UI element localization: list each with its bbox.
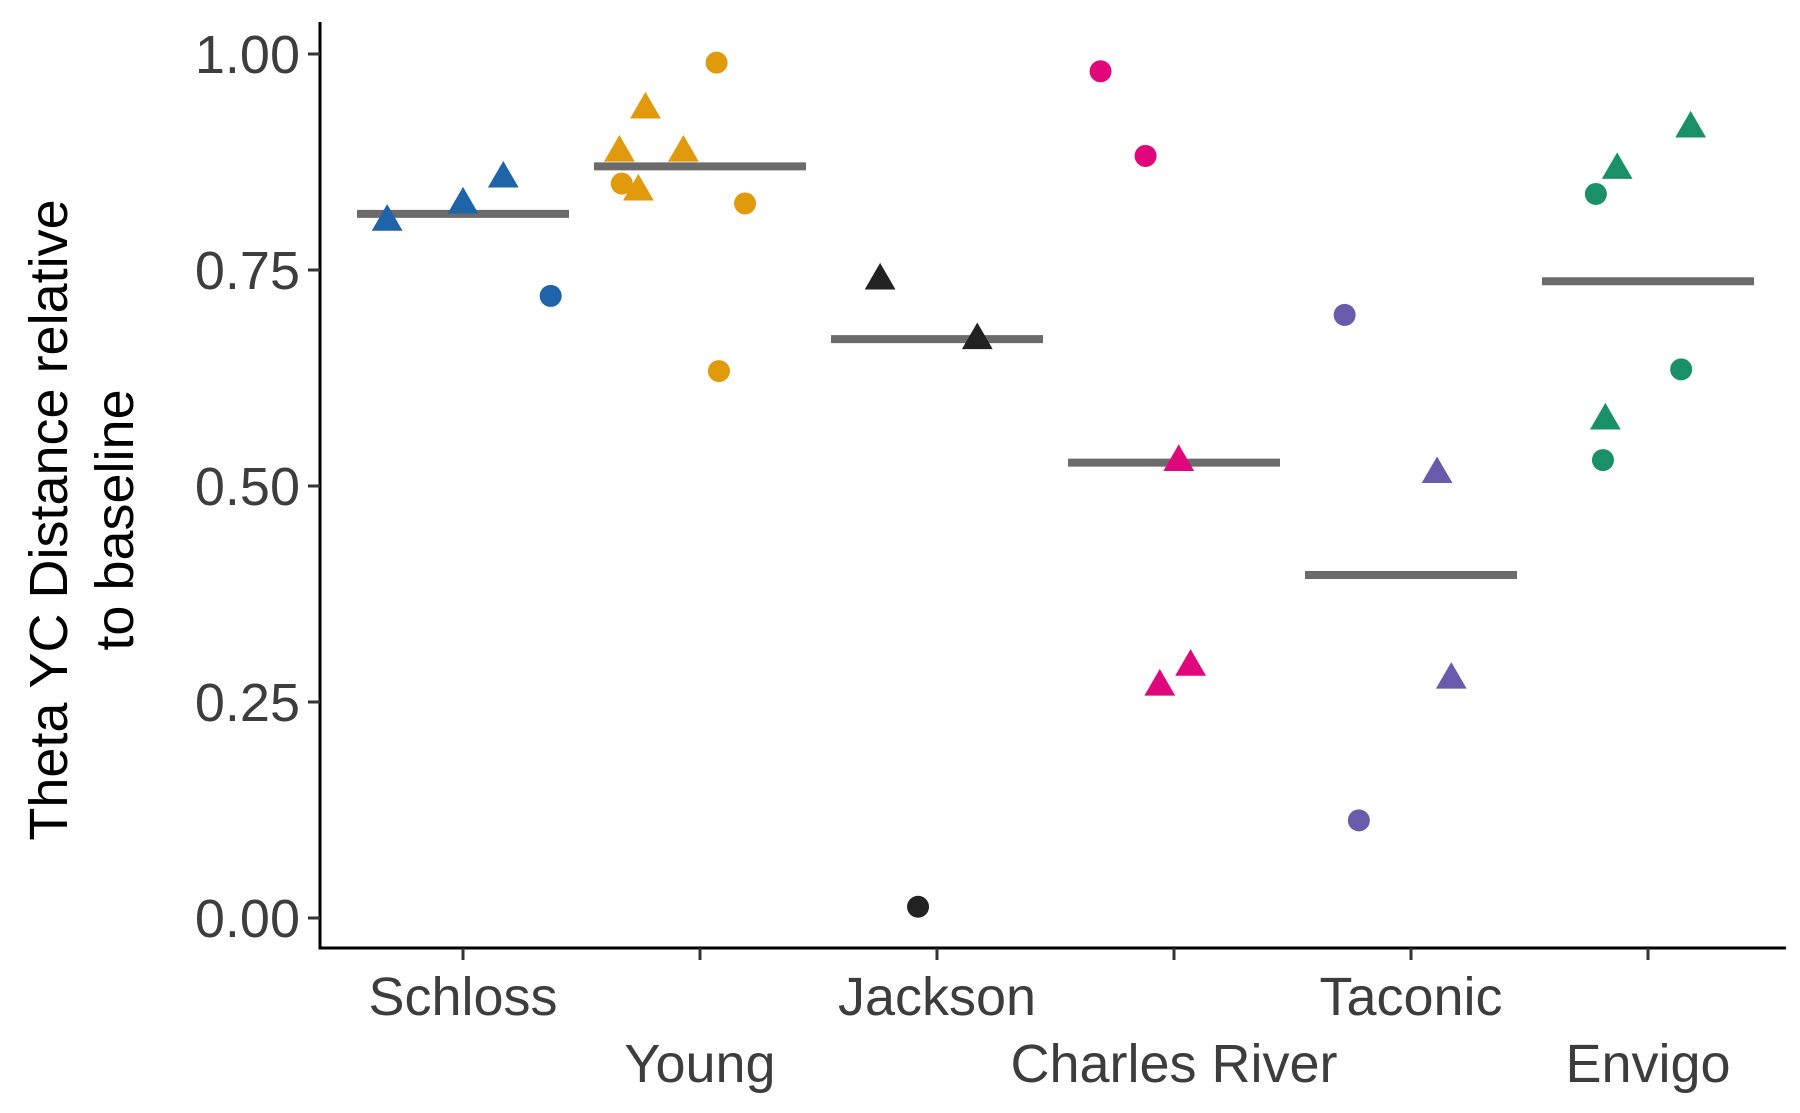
data-point-circle bbox=[610, 172, 633, 195]
data-point-triangle bbox=[1675, 110, 1707, 138]
data-point-circle bbox=[734, 192, 757, 215]
data-points bbox=[371, 51, 1707, 918]
y-tick-label: 0.25 bbox=[195, 673, 300, 733]
x-tick-label: Envigo bbox=[1565, 1034, 1730, 1094]
y-axis-title-line-1: Theta YC Distance relative bbox=[19, 199, 79, 840]
data-point-triangle bbox=[1175, 649, 1206, 676]
axes bbox=[318, 22, 1786, 950]
data-point-circle bbox=[539, 284, 562, 307]
data-point-circle bbox=[1670, 358, 1693, 381]
y-tick-label: 0.00 bbox=[195, 889, 300, 949]
data-point-triangle bbox=[622, 173, 654, 201]
data-point-triangle bbox=[668, 135, 699, 162]
data-point-circle bbox=[907, 895, 930, 918]
data-point-triangle bbox=[371, 204, 403, 231]
y-ticks: 0.00 0.25 0.50 0.75 1.00 bbox=[195, 25, 320, 949]
x-tick-label: Taconic bbox=[1319, 967, 1502, 1027]
x-ticks: Schloss Young Jackson Charles River Taconic E… bbox=[368, 948, 1731, 1094]
data-point-triangle bbox=[1589, 402, 1621, 430]
data-point-triangle bbox=[961, 322, 993, 350]
y-tick-label: 0.50 bbox=[195, 457, 300, 517]
x-tick-label: Young bbox=[624, 1034, 775, 1094]
data-point-circle bbox=[1591, 449, 1614, 472]
y-tick-label: 1.00 bbox=[195, 25, 300, 85]
data-point-triangle bbox=[604, 135, 635, 162]
x-tick-label: Jackson bbox=[838, 967, 1036, 1027]
y-axis-title-line-2: to baseline bbox=[85, 389, 145, 650]
data-point-triangle bbox=[1163, 444, 1195, 471]
data-point-triangle bbox=[630, 91, 661, 119]
data-point-circle bbox=[1584, 182, 1607, 205]
data-point-circle bbox=[707, 360, 730, 383]
mean-lines bbox=[357, 162, 1754, 579]
y-axis-title: Theta YC Distance relative to baseline bbox=[19, 199, 145, 840]
x-tick-label: Schloss bbox=[368, 967, 557, 1027]
data-point-triangle bbox=[1421, 456, 1453, 484]
data-point-triangle bbox=[487, 160, 519, 188]
data-point-triangle bbox=[1435, 662, 1467, 689]
data-point-circle bbox=[1347, 809, 1370, 832]
data-point-triangle bbox=[1601, 152, 1633, 179]
x-tick-label: Charles River bbox=[1010, 1034, 1337, 1094]
data-point-circle bbox=[705, 51, 728, 74]
data-point-circle bbox=[1089, 60, 1112, 83]
data-point-triangle bbox=[1144, 668, 1176, 696]
data-point-circle bbox=[1333, 303, 1356, 326]
data-point-triangle bbox=[447, 186, 479, 214]
data-point-circle bbox=[1134, 144, 1157, 167]
y-tick-label: 0.75 bbox=[195, 241, 300, 301]
data-point-triangle bbox=[864, 262, 896, 290]
